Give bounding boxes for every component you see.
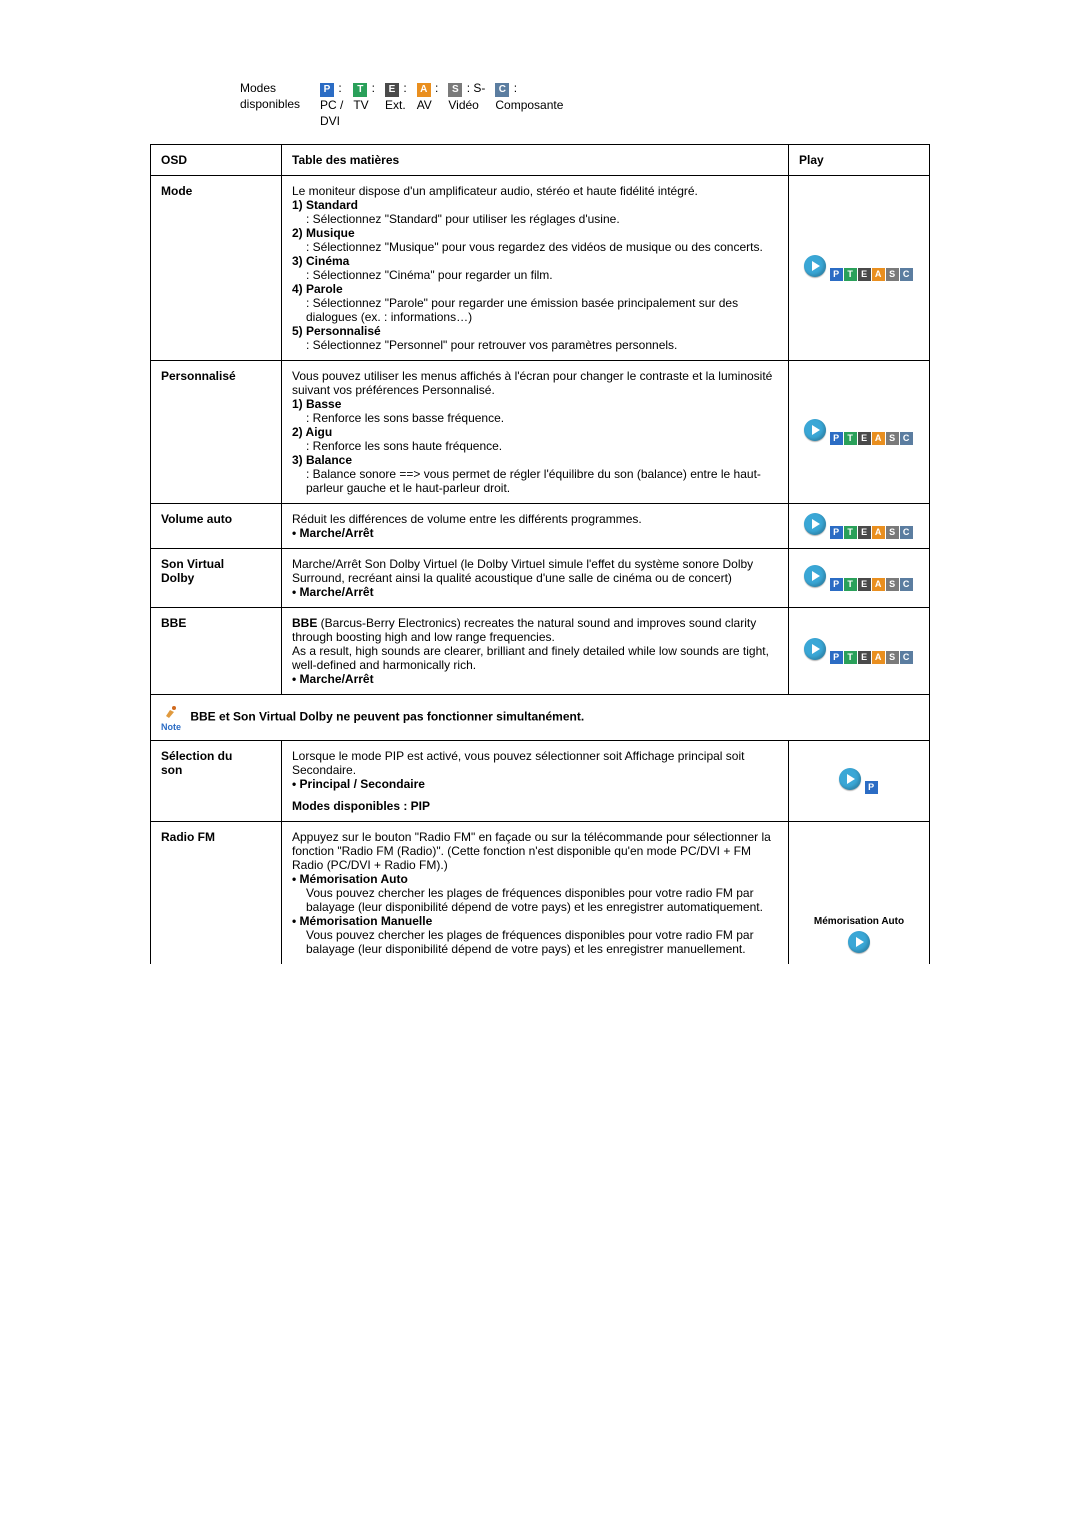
table-header-row: OSD Table des matières Play: [151, 145, 930, 176]
mode-badge-icon: S: [886, 578, 899, 591]
volauto-content: Réduit les différences de volume entre l…: [282, 504, 789, 549]
play-icon: [848, 931, 870, 953]
mode-badge-icon: E: [858, 432, 871, 445]
mode-badge-icon: S: [886, 432, 899, 445]
row-mode: Mode Le moniteur dispose d'un amplificat…: [151, 176, 930, 361]
dolby-content: Marche/Arrêt Son Dolby Virtuel (le Dolby…: [282, 549, 789, 608]
row-perso: Personnalisé Vous pouvez utiliser les me…: [151, 361, 930, 504]
mode-badge-icon: E: [858, 268, 871, 281]
main-table: OSD Table des matières Play Mode Le moni…: [150, 144, 930, 964]
mode-play: PTEASC: [789, 176, 930, 361]
dolby-play: PTEASC: [789, 549, 930, 608]
play-icon: [804, 513, 826, 535]
radio-title: Radio FM: [151, 822, 282, 965]
play-icon: [804, 638, 826, 660]
play-icon: [839, 768, 861, 790]
row-radio: Radio FM Appuyez sur le bouton "Radio FM…: [151, 822, 930, 965]
mode-badge-icon: P: [830, 651, 843, 664]
mode-badge-icon: C: [900, 526, 913, 539]
header-play: Play: [789, 145, 930, 176]
mode-badge-icon: A: [872, 432, 885, 445]
mode-badge-icon: P: [320, 83, 334, 97]
mode-badge-icon: P: [830, 578, 843, 591]
mode-badge-icon: A: [872, 651, 885, 664]
note-cell: Note BBE et Son Virtual Dolby ne peuvent…: [151, 695, 930, 741]
mode-header-item: E : Ext.: [385, 80, 407, 129]
selson-title: Sélection du son: [151, 741, 282, 822]
play-icon: [804, 565, 826, 587]
mode-header-item: P : PC /DVI: [320, 80, 343, 129]
modes-items: P : PC /DVI T : TV E : Ext. A : AV S : S-Vid…: [320, 80, 563, 129]
mode-badge-icon: T: [353, 83, 367, 97]
mode-badge-icon: A: [872, 526, 885, 539]
mode-badge-icon: S: [886, 526, 899, 539]
dolby-title: Son Virtual Dolby: [151, 549, 282, 608]
row-dolby: Son Virtual Dolby Marche/Arrêt Son Dolby…: [151, 549, 930, 608]
mode-content: Le moniteur dispose d'un amplificateur a…: [282, 176, 789, 361]
mode-badge-icon: P: [830, 526, 843, 539]
mode-badge-icon: S: [886, 651, 899, 664]
mode-badge-icon: A: [872, 578, 885, 591]
header-osd: OSD: [151, 145, 282, 176]
note-text: BBE et Son Virtual Dolby ne peuvent pas …: [190, 710, 584, 724]
volauto-title: Volume auto: [151, 504, 282, 549]
mode-badge-icon: C: [900, 432, 913, 445]
mode-badge-icon: E: [858, 578, 871, 591]
mode-badge-icon: C: [900, 651, 913, 664]
row-bbe: BBE BBE (Barcus-Berry Electronics) recre…: [151, 608, 930, 695]
selson-play: P: [789, 741, 930, 822]
badge-row: P: [865, 781, 879, 794]
badge-row: PTEASC: [830, 268, 914, 281]
mode-badge-icon: C: [900, 578, 913, 591]
mode-badge-icon: T: [844, 268, 857, 281]
mode-header-item: T : TV: [353, 80, 375, 129]
row-volauto: Volume auto Réduit les différences de vo…: [151, 504, 930, 549]
bbe-title: BBE: [151, 608, 282, 695]
mode-badge-icon: C: [900, 268, 913, 281]
mode-badge-icon: T: [844, 578, 857, 591]
row-note: Note BBE et Son Virtual Dolby ne peuvent…: [151, 695, 930, 741]
mode-badge-icon: S: [448, 83, 462, 97]
mode-badge-icon: C: [495, 83, 509, 97]
badge-row: PTEASC: [830, 432, 914, 445]
mode-header-item: S : S-Vidéo: [448, 80, 485, 129]
mode-badge-icon: T: [844, 432, 857, 445]
row-selson: Sélection du son Lorsque le mode PIP est…: [151, 741, 930, 822]
volauto-play: PTEASC: [789, 504, 930, 549]
mode-badge-icon: A: [417, 83, 431, 97]
bbe-play: PTEASC: [789, 608, 930, 695]
badge-row: PTEASC: [830, 578, 914, 591]
mode-badge-icon: T: [844, 651, 857, 664]
mode-badge-icon: A: [872, 268, 885, 281]
modes-header: Modes disponibles P : PC /DVI T : TV E : E…: [240, 80, 1010, 129]
mode-badge-icon: S: [886, 268, 899, 281]
radio-content: Appuyez sur le bouton "Radio FM" en faça…: [282, 822, 789, 965]
mode-header-item: C : Composante: [495, 80, 563, 129]
mode-badge-icon: E: [858, 651, 871, 664]
radio-play: Mémorisation Auto: [789, 822, 930, 965]
perso-content: Vous pouvez utiliser les menus affichés …: [282, 361, 789, 504]
perso-title: Personnalisé: [151, 361, 282, 504]
perso-play: PTEASC: [789, 361, 930, 504]
header-toc: Table des matières: [282, 145, 789, 176]
mode-badge-icon: P: [830, 268, 843, 281]
mode-title: Mode: [151, 176, 282, 361]
mode-badge-icon: T: [844, 526, 857, 539]
badge-row: PTEASC: [830, 651, 914, 664]
note-icon: Note: [161, 703, 181, 732]
mode-badge-icon: P: [830, 432, 843, 445]
modes-label: Modes disponibles: [240, 80, 320, 112]
play-icon: [804, 255, 826, 277]
badge-row: PTEASC: [830, 526, 914, 539]
mode-header-item: A : AV: [417, 80, 439, 129]
mode-badge-icon: P: [865, 781, 878, 794]
bbe-content: BBE (Barcus-Berry Electronics) recreates…: [282, 608, 789, 695]
play-icon: [804, 419, 826, 441]
selson-content: Lorsque le mode PIP est activé, vous pou…: [282, 741, 789, 822]
mode-badge-icon: E: [385, 83, 399, 97]
mode-badge-icon: E: [858, 526, 871, 539]
